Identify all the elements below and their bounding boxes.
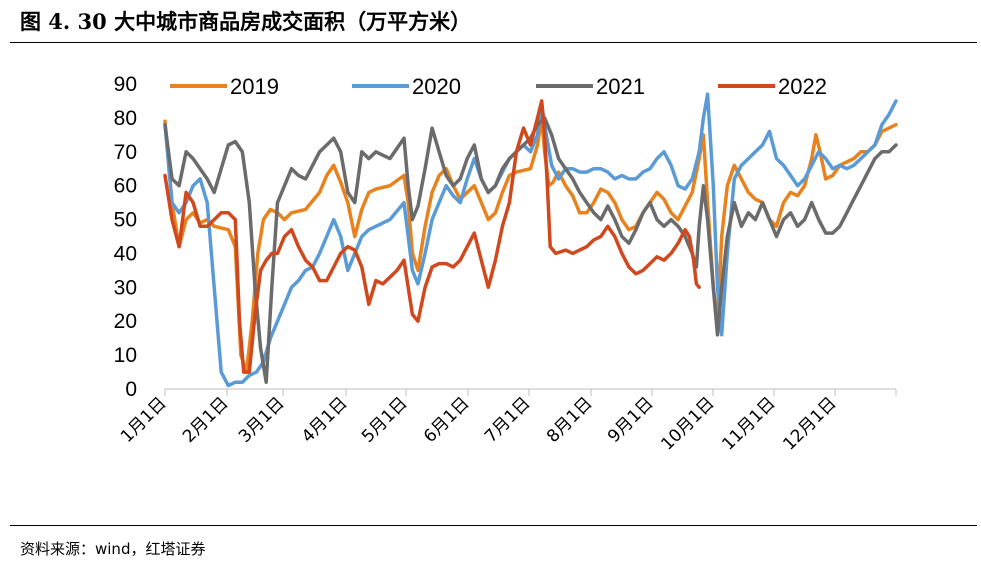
x-tick-label: 5月1日 [358, 393, 411, 446]
y-tick-label: 40 [114, 242, 137, 265]
x-tick-label: 7月1日 [481, 393, 534, 446]
y-tick-label: 60 [114, 175, 137, 198]
legend: 2019 2020 2021 2022 [170, 74, 827, 99]
x-tick-label: 4月1日 [298, 393, 351, 446]
y-tick-label: 20 [114, 310, 137, 333]
x-tick-label: 12月1日 [779, 393, 840, 454]
x-tick-label: 9月1日 [604, 393, 657, 446]
y-tick-label: 50 [114, 209, 137, 232]
y-tick-label: 30 [114, 276, 137, 299]
x-tick-label: 8月1日 [543, 393, 596, 446]
y-axis-ticks: 0 10 20 30 40 50 60 70 80 90 [114, 73, 137, 401]
legend-label-2022: 2022 [778, 74, 827, 99]
y-tick-label: 0 [125, 378, 137, 401]
x-tick-label: 1月1日 [117, 393, 170, 446]
y-tick-label: 80 [114, 107, 137, 130]
series-line-2021 [163, 116, 898, 384]
y-tick-label: 70 [114, 141, 137, 164]
top-divider [10, 42, 977, 43]
x-tick-label: 3月1日 [235, 393, 288, 446]
bottom-divider [10, 525, 977, 526]
chart-title: 图 4. 30 大中城市商品房成交面积（万平方米） [20, 9, 472, 34]
y-tick-label: 10 [114, 344, 137, 367]
legend-label-2020: 2020 [412, 74, 461, 99]
x-tick-label: 2月1日 [179, 393, 232, 446]
series-lines [163, 92, 898, 388]
series-line-2022 [163, 99, 701, 374]
x-tick-label: 10月1日 [657, 393, 718, 454]
x-axis: 1月1日 2月1日 3月1日 4月1日 5月1日 6月1日 7月1日 8月1日 9月1日 10月1… [117, 388, 897, 455]
legend-label-2019: 2019 [230, 74, 279, 99]
x-tick-label: 6月1日 [420, 393, 473, 446]
source-note: 资料来源：wind，红塔证券 [20, 540, 206, 558]
x-tick-label: 11月1日 [718, 393, 779, 454]
legend-label-2021: 2021 [596, 74, 645, 99]
y-tick-label: 90 [114, 73, 137, 96]
series-line-2019 [163, 116, 898, 374]
